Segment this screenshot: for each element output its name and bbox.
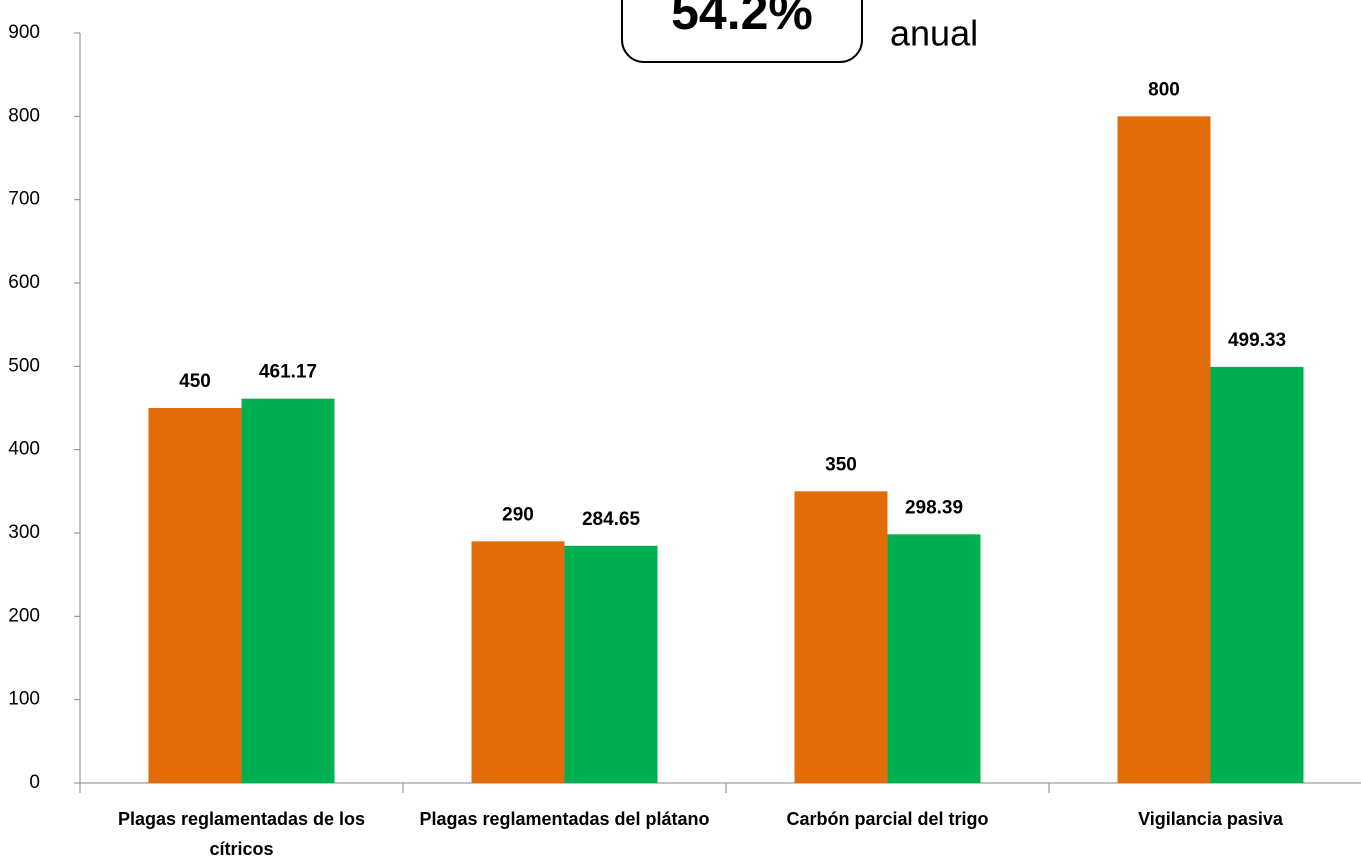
y-tick-label: 300 — [8, 522, 40, 543]
x-tick-label: Carbón parcial del trigo — [786, 809, 988, 829]
value-label: 284.65 — [582, 509, 641, 530]
y-tick-label: 500 — [8, 355, 40, 376]
y-tick-label: 700 — [8, 189, 40, 210]
bar — [471, 541, 565, 783]
value-label: 461.17 — [259, 362, 317, 383]
value-label: 298.39 — [905, 497, 963, 518]
bar — [794, 491, 888, 783]
annotation-box — [621, 0, 863, 63]
y-tick-label: 600 — [8, 272, 40, 293]
y-tick-label: 400 — [8, 439, 40, 460]
value-label: 290 — [502, 504, 534, 525]
bar — [241, 398, 335, 783]
value-label: 800 — [1148, 79, 1180, 100]
y-tick-label: 200 — [8, 605, 40, 626]
bar — [1210, 366, 1304, 783]
x-tick-label: Plagas reglamentadas del plátano — [419, 809, 709, 829]
bar — [887, 534, 981, 783]
value-label: 499.33 — [1228, 330, 1286, 351]
y-tick-label: 100 — [8, 689, 40, 710]
y-tick-label: 800 — [8, 105, 40, 126]
bar — [564, 545, 658, 783]
y-tick-label: 900 — [8, 22, 40, 43]
annotation: 54.2% — [671, 0, 813, 40]
x-tick-label: Vigilancia pasiva — [1138, 809, 1284, 829]
value-label: 350 — [825, 454, 857, 475]
bar — [148, 408, 242, 783]
annotation: anual — [890, 13, 978, 54]
bar — [1117, 116, 1211, 784]
x-tick-label: Plagas reglamentadas de los cítricos — [118, 809, 365, 858]
value-label: 450 — [179, 371, 211, 392]
y-tick-label: 0 — [29, 772, 40, 793]
